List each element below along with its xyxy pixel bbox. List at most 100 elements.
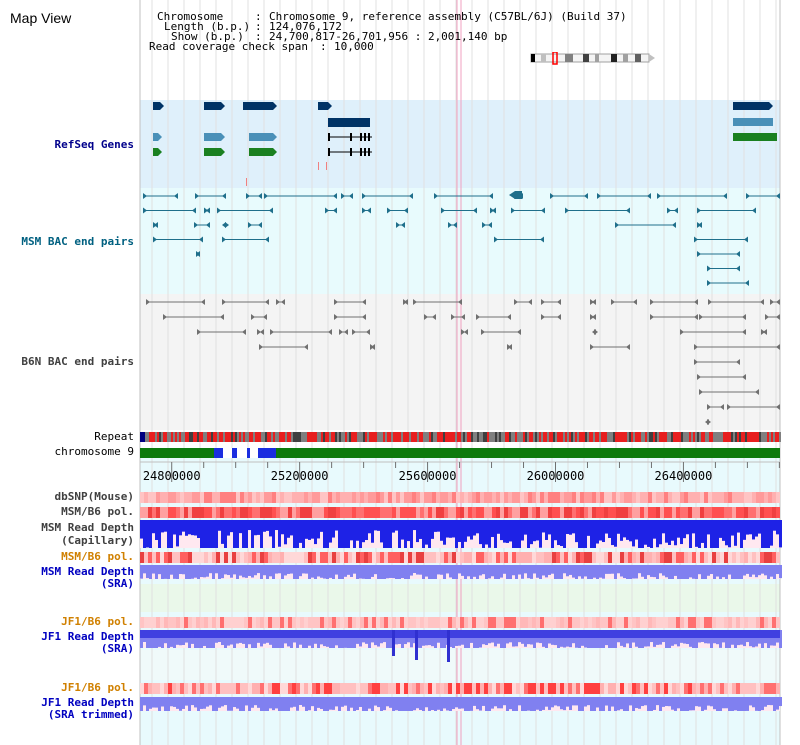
msm-depth-sra-bar bbox=[674, 565, 677, 576]
repeat-element bbox=[429, 432, 431, 442]
heat-cell bbox=[500, 617, 504, 628]
jf1-depth-sra-bar bbox=[140, 630, 143, 648]
track-label-jf1-depth-trimmed[interactable]: JF1 Read Depth bbox=[41, 696, 134, 709]
heat-cell bbox=[252, 617, 256, 628]
ideogram-band bbox=[595, 54, 599, 62]
jf1-depth-trimmed-bar bbox=[464, 697, 467, 711]
repeat-element bbox=[425, 432, 427, 442]
msm-depth-capillary-bar bbox=[776, 520, 779, 535]
msm-depth-capillary-bar bbox=[536, 520, 539, 541]
track-label-msm-bac[interactable]: MSM BAC end pairs bbox=[21, 235, 134, 248]
jf1-depth-trimmed-bar bbox=[485, 697, 488, 711]
heat-cell bbox=[772, 683, 776, 694]
bac-end-marker bbox=[492, 207, 496, 214]
heat-cell bbox=[636, 492, 640, 503]
heat-cell bbox=[296, 552, 300, 563]
heat-cell bbox=[160, 617, 164, 628]
track-label-dbsnp[interactable]: dbSNP(Mouse) bbox=[54, 490, 134, 503]
jf1-depth-trimmed-bar bbox=[695, 697, 698, 707]
jf1-depth-trimmed-bar bbox=[302, 697, 305, 707]
jf1-depth-trimmed-bar bbox=[515, 697, 518, 711]
msm-depth-sra-bar bbox=[218, 565, 221, 579]
msm-depth-sra-bar bbox=[521, 565, 524, 579]
msm-depth-capillary-bar bbox=[734, 520, 737, 546]
track-label-msm-depth-capillary[interactable]: MSM Read Depth bbox=[41, 521, 134, 534]
jf1-depth-sra-bar bbox=[224, 630, 227, 648]
msm-depth-capillary-bar bbox=[143, 520, 146, 548]
msm-depth-sra-bar bbox=[764, 565, 767, 576]
repeat-element bbox=[239, 432, 241, 442]
msm-depth-capillary-bar bbox=[350, 520, 353, 541]
track-label-refseq-genes[interactable]: RefSeq Genes bbox=[54, 138, 134, 151]
track-label-msm-b6-pol[interactable]: MSM/B6 pol. bbox=[61, 505, 134, 518]
heat-cell bbox=[532, 683, 536, 694]
heat-cell bbox=[584, 507, 588, 518]
heat-cell bbox=[748, 507, 752, 518]
repeat-element bbox=[397, 432, 399, 442]
track-label-msm-b6-pol-2[interactable]: MSM/B6 pol. bbox=[61, 550, 134, 563]
repeat-element bbox=[699, 432, 701, 442]
jf1-depth-trimmed-bar bbox=[719, 697, 722, 711]
repeat-element bbox=[385, 432, 387, 442]
jf1-depth-sra-bar bbox=[302, 630, 305, 648]
track-label-msm-depth-sra[interactable]: MSM Read Depth bbox=[41, 565, 134, 578]
heat-cell bbox=[476, 617, 480, 628]
msm-depth-capillary-bar bbox=[326, 520, 329, 548]
jf1-depth-trimmed-bar bbox=[224, 697, 227, 706]
bac-end-marker bbox=[540, 236, 544, 243]
repeat-element bbox=[485, 432, 487, 442]
msm-depth-capillary-bar bbox=[266, 520, 269, 531]
msm-depth-sra-bar bbox=[209, 565, 212, 574]
heat-cell bbox=[532, 492, 536, 503]
jf1-depth-sra-spike bbox=[415, 630, 418, 660]
heat-cell bbox=[492, 492, 496, 503]
jf1-depth-sra-bar bbox=[278, 630, 281, 648]
refseq-gene-arrow bbox=[221, 133, 225, 141]
msm-depth-sra-bar bbox=[740, 565, 743, 579]
jf1-depth-sra-bar bbox=[695, 630, 698, 648]
track-label-b6n-bac[interactable]: B6N BAC end pairs bbox=[21, 355, 134, 368]
heat-cell bbox=[512, 492, 516, 503]
msm-depth-sra-bar bbox=[665, 565, 668, 578]
jf1-depth-sra-bar bbox=[311, 630, 314, 648]
msm-depth-sra-bar bbox=[776, 565, 779, 575]
msm-depth-capillary-bar bbox=[584, 520, 587, 548]
heat-cell bbox=[208, 552, 212, 563]
heat-cell bbox=[432, 507, 436, 518]
page-title: Map View bbox=[10, 10, 72, 26]
bac-end-marker bbox=[153, 236, 157, 243]
jf1-depth-trimmed-bar bbox=[431, 697, 434, 711]
heat-cell bbox=[640, 492, 644, 503]
heat-cell bbox=[328, 507, 332, 518]
repeat-element bbox=[653, 432, 655, 442]
jf1-depth-trimmed-bar bbox=[731, 697, 734, 711]
chromosome-ideogram[interactable] bbox=[525, 52, 661, 66]
bac-end-marker bbox=[328, 329, 332, 335]
jf1-depth-sra-bar bbox=[287, 630, 290, 647]
track-label-repeat[interactable]: Repeat bbox=[94, 430, 134, 443]
jf1-depth-trimmed-bar bbox=[353, 697, 356, 711]
heat-cell bbox=[332, 492, 336, 503]
repeat-element bbox=[257, 432, 259, 442]
repeat-element bbox=[775, 432, 777, 442]
repeat-element bbox=[507, 432, 509, 442]
heat-cell bbox=[192, 552, 196, 563]
repeat-element bbox=[569, 432, 571, 442]
heat-cell bbox=[288, 507, 292, 518]
track-label-jf1-b6-pol-2[interactable]: JF1/B6 pol. bbox=[61, 681, 134, 694]
jf1-depth-trimmed-bar bbox=[779, 697, 782, 707]
jf1-depth-sra-bar bbox=[734, 630, 737, 648]
heat-cell bbox=[540, 683, 544, 694]
repeat-element bbox=[183, 432, 185, 442]
heat-cell bbox=[632, 617, 636, 628]
track-label-jf1-b6-pol[interactable]: JF1/B6 pol. bbox=[61, 615, 134, 628]
heat-cell bbox=[240, 552, 244, 563]
msm-depth-capillary-bar bbox=[560, 520, 563, 547]
track-label-chromosome[interactable]: chromosome 9 bbox=[54, 445, 134, 458]
jf1-depth-sra-bar bbox=[755, 630, 758, 647]
heat-cell bbox=[300, 552, 304, 563]
msm-depth-sra-bar bbox=[416, 565, 419, 575]
heat-cell bbox=[196, 552, 200, 563]
track-label-jf1-depth-sra[interactable]: JF1 Read Depth bbox=[41, 630, 134, 643]
jf1-depth-trimmed-bar bbox=[764, 697, 767, 707]
